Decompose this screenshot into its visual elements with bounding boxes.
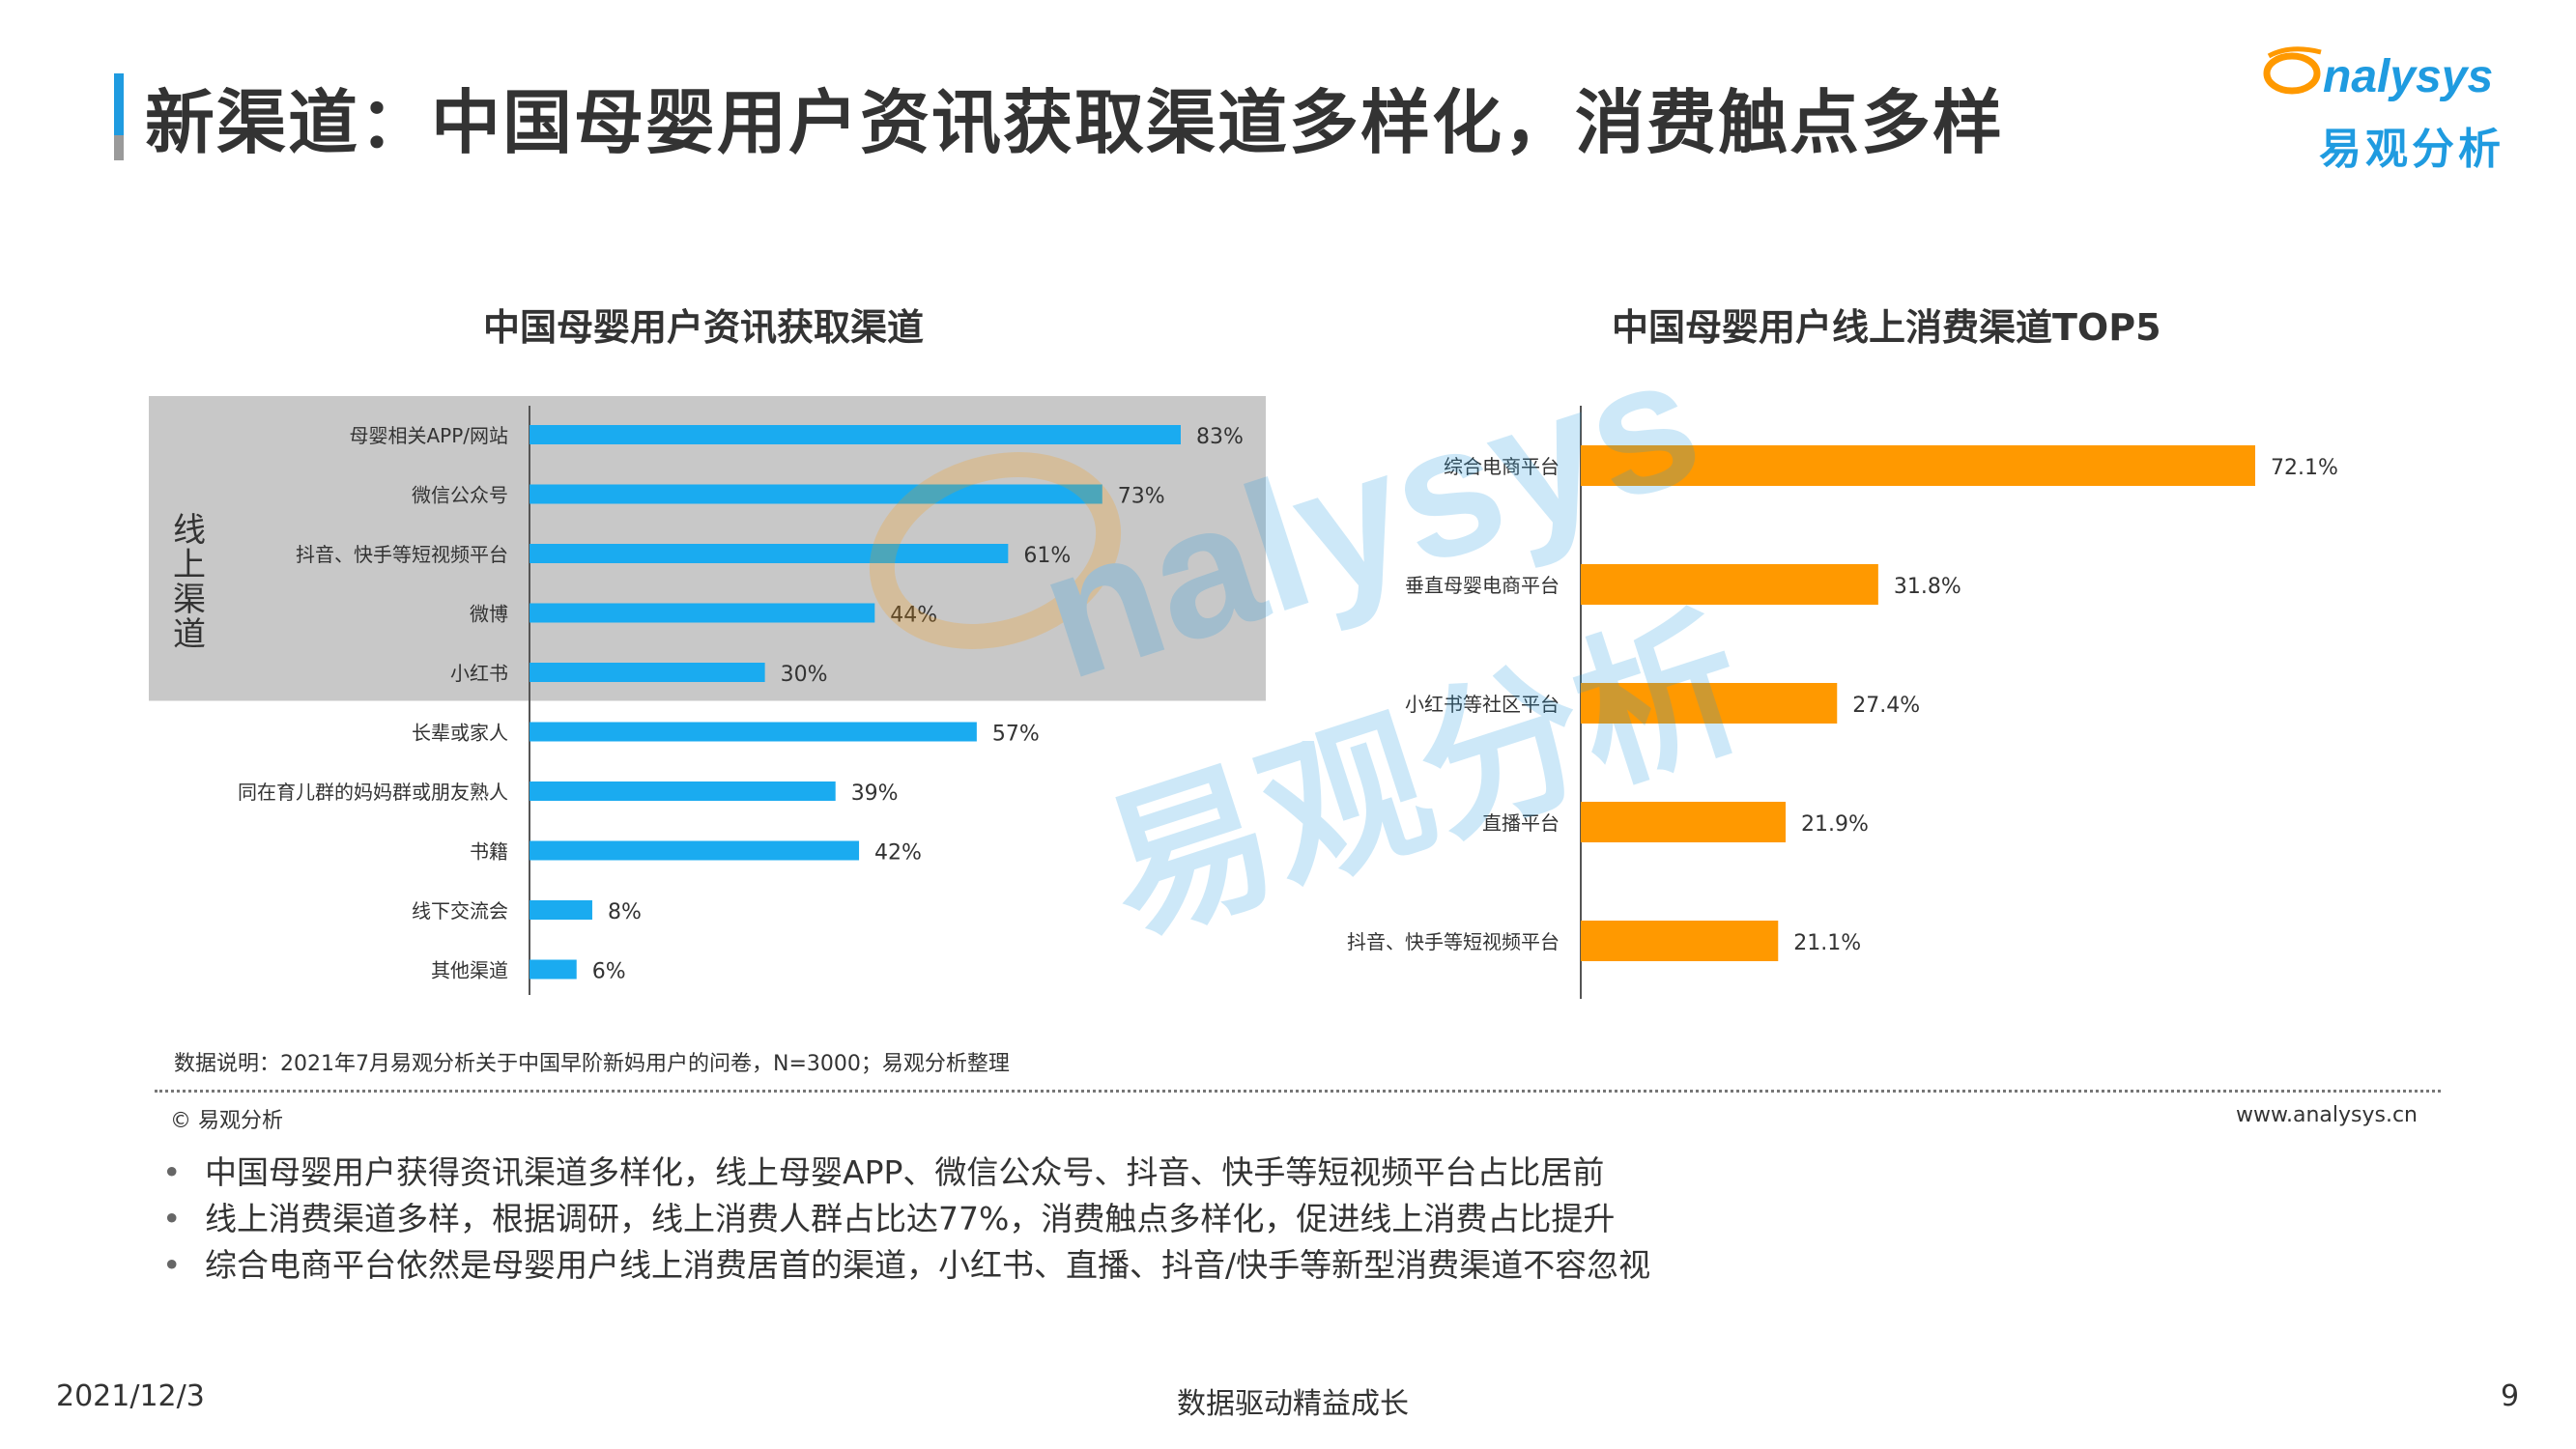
- category-label: 综合电商平台: [1444, 455, 1560, 478]
- category-label: 长辈或家人: [412, 722, 508, 745]
- category-label: 抖音、快手等短视频平台: [296, 543, 508, 566]
- value-label: 61%: [1023, 544, 1071, 568]
- value-label: 57%: [992, 723, 1040, 747]
- bullet-list: 中国母婴用户获得资讯渠道多样化，线上母婴APP、微信公众号、抖音、快手等短视频平…: [162, 1150, 1650, 1289]
- group-label-char: 线: [173, 511, 206, 550]
- analysys-logo: nalysys 易观分析: [2261, 37, 2532, 174]
- logo-text: nalysys: [2323, 51, 2494, 102]
- category-label: 其他渠道: [431, 959, 508, 982]
- chart-title-left: 中国母婴用户资讯获取渠道: [483, 306, 925, 349]
- category-label: 垂直母婴电商平台: [1405, 574, 1560, 597]
- bar: [1581, 564, 1878, 605]
- value-label: 21.1%: [1793, 931, 1861, 955]
- logo-swoosh-icon: [2263, 46, 2322, 95]
- category-label: 抖音、快手等短视频平台: [1347, 930, 1560, 953]
- category-label: 小红书: [450, 662, 508, 685]
- page-number: 9: [2501, 1379, 2520, 1413]
- footer-slogan: 数据驱动精益成长: [1177, 1387, 1409, 1421]
- value-label: 6%: [592, 960, 626, 984]
- value-label: 30%: [781, 663, 828, 687]
- value-label: 39%: [851, 781, 899, 806]
- bar: [530, 840, 860, 861]
- value-label: 44%: [890, 604, 937, 628]
- bar: [1581, 683, 1838, 724]
- category-label: 直播平台: [1482, 811, 1560, 835]
- group-label-char: 上: [173, 546, 206, 584]
- value-label: 21.9%: [1801, 812, 1869, 837]
- category-label: 同在育儿群的妈妈群或朋友熟人: [238, 781, 508, 804]
- bullet-item: 综合电商平台依然是母婴用户线上消费居首的渠道，小红书、直播、抖音/快手等新型消费…: [162, 1242, 1650, 1289]
- group-label-char: 道: [173, 615, 206, 654]
- value-label: 27.4%: [1852, 694, 1920, 718]
- value-label: 72.1%: [2271, 456, 2338, 480]
- bar: [1581, 802, 1787, 842]
- category-label: 微信公众号: [412, 484, 508, 507]
- title-accent-bar: [114, 73, 124, 160]
- value-label: 73%: [1118, 485, 1165, 509]
- bar: [530, 425, 1181, 444]
- bar: [1581, 445, 2255, 486]
- category-label: 微博: [470, 603, 508, 626]
- copyright: © 易观分析: [170, 1109, 283, 1133]
- bar: [530, 781, 836, 801]
- bar: [530, 603, 875, 623]
- category-label: 母婴相关APP/网站: [349, 424, 508, 447]
- bullet-item: 中国母婴用户获得资讯渠道多样化，线上母婴APP、微信公众号、抖音、快手等短视频平…: [162, 1150, 1650, 1196]
- bar: [1581, 921, 1779, 961]
- value-label: 8%: [608, 900, 642, 924]
- bar: [530, 663, 765, 682]
- website-url: www.analysys.cn: [2236, 1103, 2418, 1127]
- logo-cn: 易观分析: [2319, 125, 2504, 174]
- chart-title-right: 中国母婴用户线上消费渠道TOP5: [1612, 306, 2161, 349]
- value-label: 31.8%: [1894, 575, 1961, 599]
- dotted-divider: [155, 1090, 2441, 1093]
- group-label-char: 渠: [173, 581, 206, 619]
- value-label: 42%: [874, 841, 922, 866]
- value-label: 83%: [1196, 425, 1244, 449]
- category-label: 小红书等社区平台: [1405, 693, 1560, 716]
- footer-date: 2021/12/3: [56, 1379, 205, 1413]
- bar: [530, 900, 592, 920]
- bar: [530, 959, 577, 980]
- page-title: 新渠道：中国母婴用户资讯获取渠道多样化，消费触点多样: [145, 82, 2005, 163]
- data-note: 数据说明：2021年7月易观分析关于中国早阶新妈用户的问卷，N=3000；易观分…: [174, 1052, 1010, 1076]
- bar: [530, 722, 977, 742]
- category-label: 线下交流会: [412, 899, 508, 923]
- bullet-item: 线上消费渠道多样，根据调研，线上消费人群占比达77%，消费触点多样化，促进线上消…: [162, 1196, 1650, 1242]
- bar: [530, 484, 1102, 504]
- bar: [530, 544, 1009, 563]
- category-label: 书籍: [470, 840, 508, 864]
